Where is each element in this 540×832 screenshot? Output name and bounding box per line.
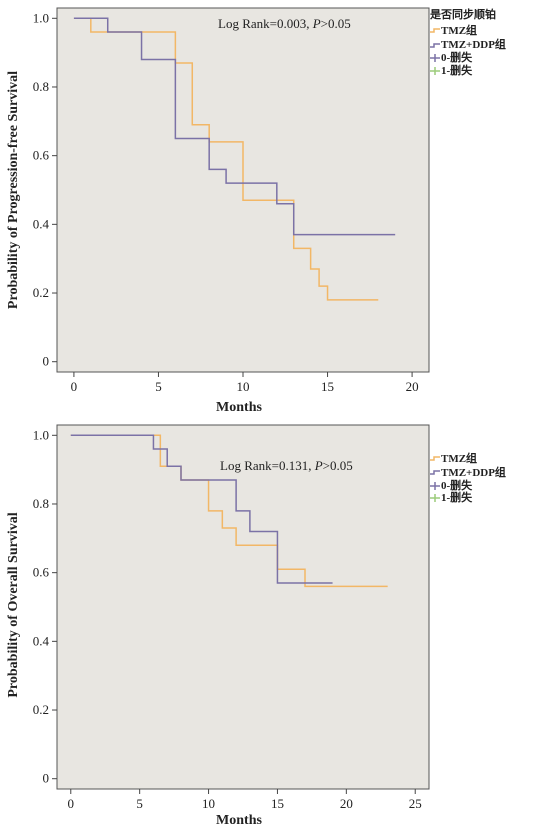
pfs-x-axis-title: Months — [216, 400, 262, 415]
os-tmz-ddp-curve — [70, 434, 333, 584]
os-legend-censor1-marker — [430, 494, 440, 502]
pfs-legend-tmz: TMZ组 — [441, 23, 477, 37]
pfs-legend-censor0-marker — [430, 54, 440, 62]
pfs-y-tick-label: 0.4 — [33, 216, 50, 231]
os-y-tick-label: 0.8 — [33, 496, 49, 511]
os-y-tick-label: 0 — [43, 771, 50, 786]
pfs-legend-censor1-marker — [430, 67, 440, 75]
os-y-tick-label: 0.6 — [33, 565, 50, 580]
pfs-tmz-curve — [73, 17, 379, 301]
pfs-tmz-ddp-curve — [73, 17, 396, 236]
pfs-x-tick-label: 5 — [155, 379, 162, 394]
pfs-y-tick-labels: 0 0.2 0.4 0.6 0.8 1.0 — [33, 10, 57, 369]
os-legend-tmz-ddp: TMZ+DDP组 — [441, 465, 506, 479]
pfs-legend-tmz-swatch — [430, 28, 440, 33]
pfs-log-rank-annotation: Log Rank=0.003, P>0.05 — [218, 16, 351, 31]
pfs-y-tick-label: 1.0 — [33, 10, 49, 25]
pfs-curves — [73, 17, 396, 301]
os-x-tick-label: 10 — [202, 796, 215, 811]
pfs-legend-title: 是否同步顺铂 — [429, 7, 496, 21]
pfs-legend-censor0: 0-删失 — [441, 50, 473, 64]
os-legend-censor0-marker — [430, 482, 440, 490]
pfs-annotation-p: P — [312, 16, 321, 31]
os-legend-censor1: 1-删失 — [441, 490, 473, 504]
os-y-tick-label: 0.4 — [33, 633, 50, 648]
pfs-y-tick-label: 0.8 — [33, 79, 49, 94]
pfs-annotation-suffix: >0.05 — [321, 16, 351, 31]
pfs-chart: 0 0.2 0.4 0.6 0.8 1.0 0 5 10 15 20 Months Probabi… — [6, 7, 506, 415]
os-annotation-prefix: Log Rank=0.131, — [220, 458, 315, 473]
os-x-tick-label: 5 — [136, 796, 143, 811]
pfs-y-axis-title: Probability of Progression-free Survival — [6, 71, 21, 309]
pfs-x-tick-label: 20 — [406, 379, 419, 394]
pfs-y-tick-label: 0.6 — [33, 148, 50, 163]
os-y-tick-label: 1.0 — [33, 427, 49, 442]
os-y-tick-label: 0.2 — [33, 702, 49, 717]
os-x-tick-label: 0 — [68, 796, 75, 811]
pfs-x-tick-labels: 0 5 10 15 20 — [71, 372, 419, 394]
os-legend-censor0: 0-删失 — [441, 478, 473, 492]
pfs-annotation-prefix: Log Rank=0.003, — [218, 16, 313, 31]
os-x-tick-label: 25 — [409, 796, 422, 811]
os-y-tick-labels: 0 0.2 0.4 0.6 0.8 1.0 — [33, 427, 57, 786]
os-log-rank-annotation: Log Rank=0.131, P>0.05 — [220, 458, 353, 473]
pfs-legend-censor1: 1-删失 — [441, 63, 473, 77]
pfs-legend: 是否同步顺铂 TMZ组 TMZ+DDP组 0-删失 1-删失 — [429, 7, 506, 77]
pfs-x-tick-label: 10 — [237, 379, 250, 394]
pfs-legend-tmz-ddp: TMZ+DDP组 — [441, 37, 506, 51]
pfs-legend-tmz-ddp-swatch — [430, 43, 440, 48]
os-legend-tmz-swatch — [430, 456, 440, 461]
os-x-tick-label: 15 — [271, 796, 284, 811]
os-curves — [70, 434, 388, 588]
pfs-x-tick-label: 0 — [71, 379, 78, 394]
os-legend-tmz: TMZ组 — [441, 451, 477, 465]
os-annotation-p: P — [314, 458, 323, 473]
os-y-axis-title: Probability of Overall Survival — [6, 512, 21, 697]
os-x-tick-label: 20 — [340, 796, 353, 811]
pfs-y-tick-label: 0.2 — [33, 285, 49, 300]
os-annotation-suffix: >0.05 — [323, 458, 353, 473]
pfs-x-tick-label: 15 — [321, 379, 334, 394]
os-plot-area — [56, 424, 430, 790]
os-x-tick-labels: 0 5 10 15 20 25 — [68, 789, 422, 811]
os-legend: TMZ组 TMZ+DDP组 0-删失 1-删失 — [430, 451, 506, 504]
os-x-axis-title: Months — [216, 813, 262, 828]
pfs-y-tick-label: 0 — [43, 354, 50, 369]
os-chart: 0 0.2 0.4 0.6 0.8 1.0 0 5 10 15 20 25 Months Proba… — [6, 424, 506, 828]
os-legend-tmz-ddp-swatch — [430, 470, 440, 475]
